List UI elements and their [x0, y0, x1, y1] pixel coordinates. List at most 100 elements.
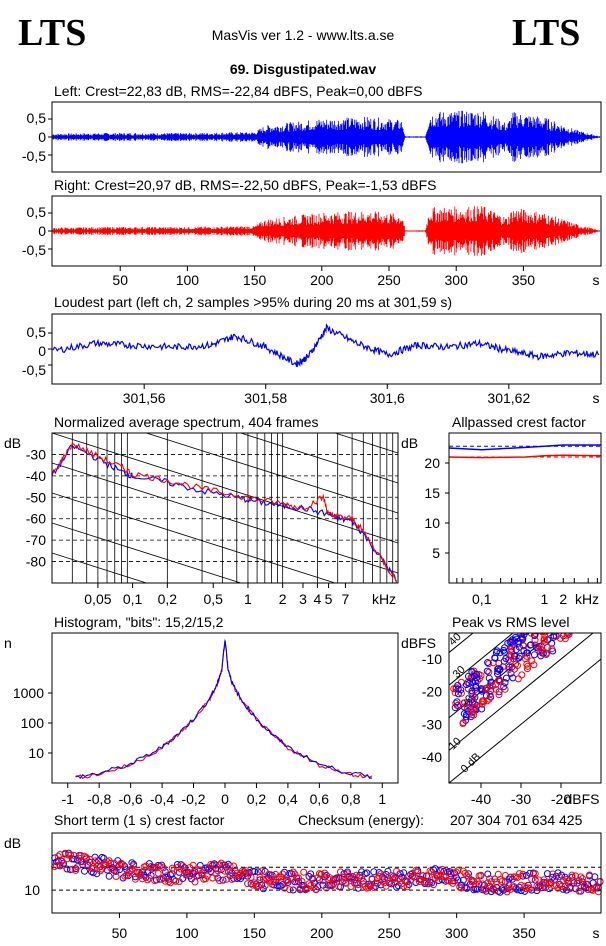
- peak-rms-point: [575, 622, 581, 628]
- crest-point: [142, 862, 150, 870]
- crest-diagonal-line: [449, 633, 594, 752]
- crest-point: [535, 876, 543, 884]
- crest-point: [463, 884, 471, 892]
- crest-point: [536, 884, 544, 892]
- crest-point: [430, 866, 437, 874]
- crest-point: [379, 877, 387, 885]
- logo-left: LTS: [18, 12, 86, 54]
- crest-point: [91, 857, 99, 865]
- peak-rms-ylabel: dBFS: [401, 635, 436, 651]
- xtick-label: 0,1: [123, 591, 143, 607]
- xtick-label: 7: [342, 591, 350, 607]
- crest-point: [159, 874, 167, 882]
- xtick-label: -40: [471, 791, 491, 807]
- crest-point: [103, 858, 111, 866]
- crest-point: [231, 867, 239, 875]
- peak-rms-point: [495, 691, 503, 699]
- short-term-crest-xaxis: 50 100 150 200 250 300 350: [112, 913, 536, 941]
- crest-point: [565, 877, 572, 885]
- crest-point: [235, 873, 243, 881]
- crest-point: [375, 869, 383, 876]
- waveform-left-ytick: 0: [38, 129, 46, 145]
- short-term-crest-frame: [51, 832, 602, 914]
- slope-line: [145, 433, 398, 514]
- crest-point: [131, 875, 139, 883]
- crest-point: [331, 876, 339, 884]
- crest-diagonal-label: 0 dB: [459, 751, 483, 775]
- peak-rms-point: [553, 605, 559, 611]
- xtick-label: 200: [310, 272, 334, 288]
- spectrum-xunit: kHz: [372, 591, 396, 607]
- peak-rms-point: [514, 675, 522, 683]
- peak-rms-point: [507, 645, 515, 653]
- crest-point: [461, 869, 469, 877]
- crest-point: [98, 865, 106, 873]
- peak-rms-point: [520, 633, 528, 639]
- spectrum-title: Normalized average spectrum, 404 frames: [54, 414, 319, 430]
- peak-rms-point: [576, 624, 582, 630]
- crest-point: [74, 863, 81, 871]
- crest-point: [293, 878, 301, 886]
- peak-rms-point: [496, 677, 504, 685]
- peak-rms-point: [478, 705, 486, 713]
- peak-rms-point: [541, 633, 549, 640]
- crest-point: [403, 883, 411, 891]
- crest-point: [216, 877, 223, 885]
- crest-point: [209, 874, 216, 882]
- xtick-label: 0,05: [84, 591, 111, 607]
- crest-point: [323, 871, 330, 879]
- spectrum-xaxis: 0,05 0,1 0,2 0,5 1 2 3 4 5 7: [84, 583, 350, 607]
- histogram-series-line: [75, 639, 373, 780]
- crest-point: [482, 887, 490, 895]
- crest-point: [580, 882, 588, 890]
- waveform-left-title: Left: Crest=22,83 dB, RMS=-22,84 dBFS, P…: [54, 83, 422, 99]
- spectrum-series-line: [52, 442, 398, 583]
- peak-rms-point: [488, 682, 496, 690]
- crest-point: [247, 873, 255, 881]
- crest-point: [400, 869, 408, 877]
- crest-point: [424, 880, 432, 888]
- peak-rms-point: [575, 614, 581, 620]
- crest-point: [259, 875, 267, 883]
- histogram-ylabel: n: [4, 635, 12, 651]
- peak-rms-point: [548, 645, 556, 653]
- peak-rms-point: [528, 657, 536, 665]
- peak-rms-point: [454, 685, 462, 693]
- crest-point: [586, 871, 593, 879]
- crest-point: [489, 884, 497, 892]
- xtick-label: 0,2: [158, 591, 178, 607]
- crest-point: [165, 878, 173, 886]
- crest-point: [463, 872, 471, 879]
- peak-rms-point: [516, 652, 524, 660]
- crest-point: [447, 868, 455, 876]
- crest-point: [515, 883, 523, 891]
- crest-point: [149, 865, 157, 872]
- app-title: MasVis ver 1.2 - www.lts.a.se: [212, 27, 395, 43]
- xtick-label: -0,8: [87, 791, 111, 807]
- peak-rms-point: [577, 614, 583, 620]
- peak-rms-point: [470, 698, 477, 705]
- xtick-label: 150: [243, 925, 267, 941]
- crest-point: [67, 851, 74, 859]
- crest-point: [284, 876, 292, 884]
- peak-rms-point: [452, 699, 460, 707]
- xtick-label: 0,8: [341, 791, 361, 807]
- crest-point: [412, 866, 420, 874]
- peak-rms-point: [511, 652, 519, 660]
- crest-point: [414, 868, 422, 876]
- slope-line: [333, 433, 398, 454]
- crest-point: [256, 873, 264, 881]
- crest-point: [307, 882, 315, 889]
- waveform-right-xunit: s: [593, 272, 600, 288]
- peak-rms-point: [454, 681, 462, 689]
- crest-point: [430, 881, 437, 889]
- xtick-label: 1: [541, 591, 549, 607]
- crest-point: [226, 862, 234, 870]
- peak-rms-point: [468, 707, 475, 715]
- crest-point: [401, 876, 409, 884]
- peak-rms-point: [563, 633, 571, 636]
- peak-rms-point: [514, 662, 521, 669]
- crest-point: [312, 885, 320, 893]
